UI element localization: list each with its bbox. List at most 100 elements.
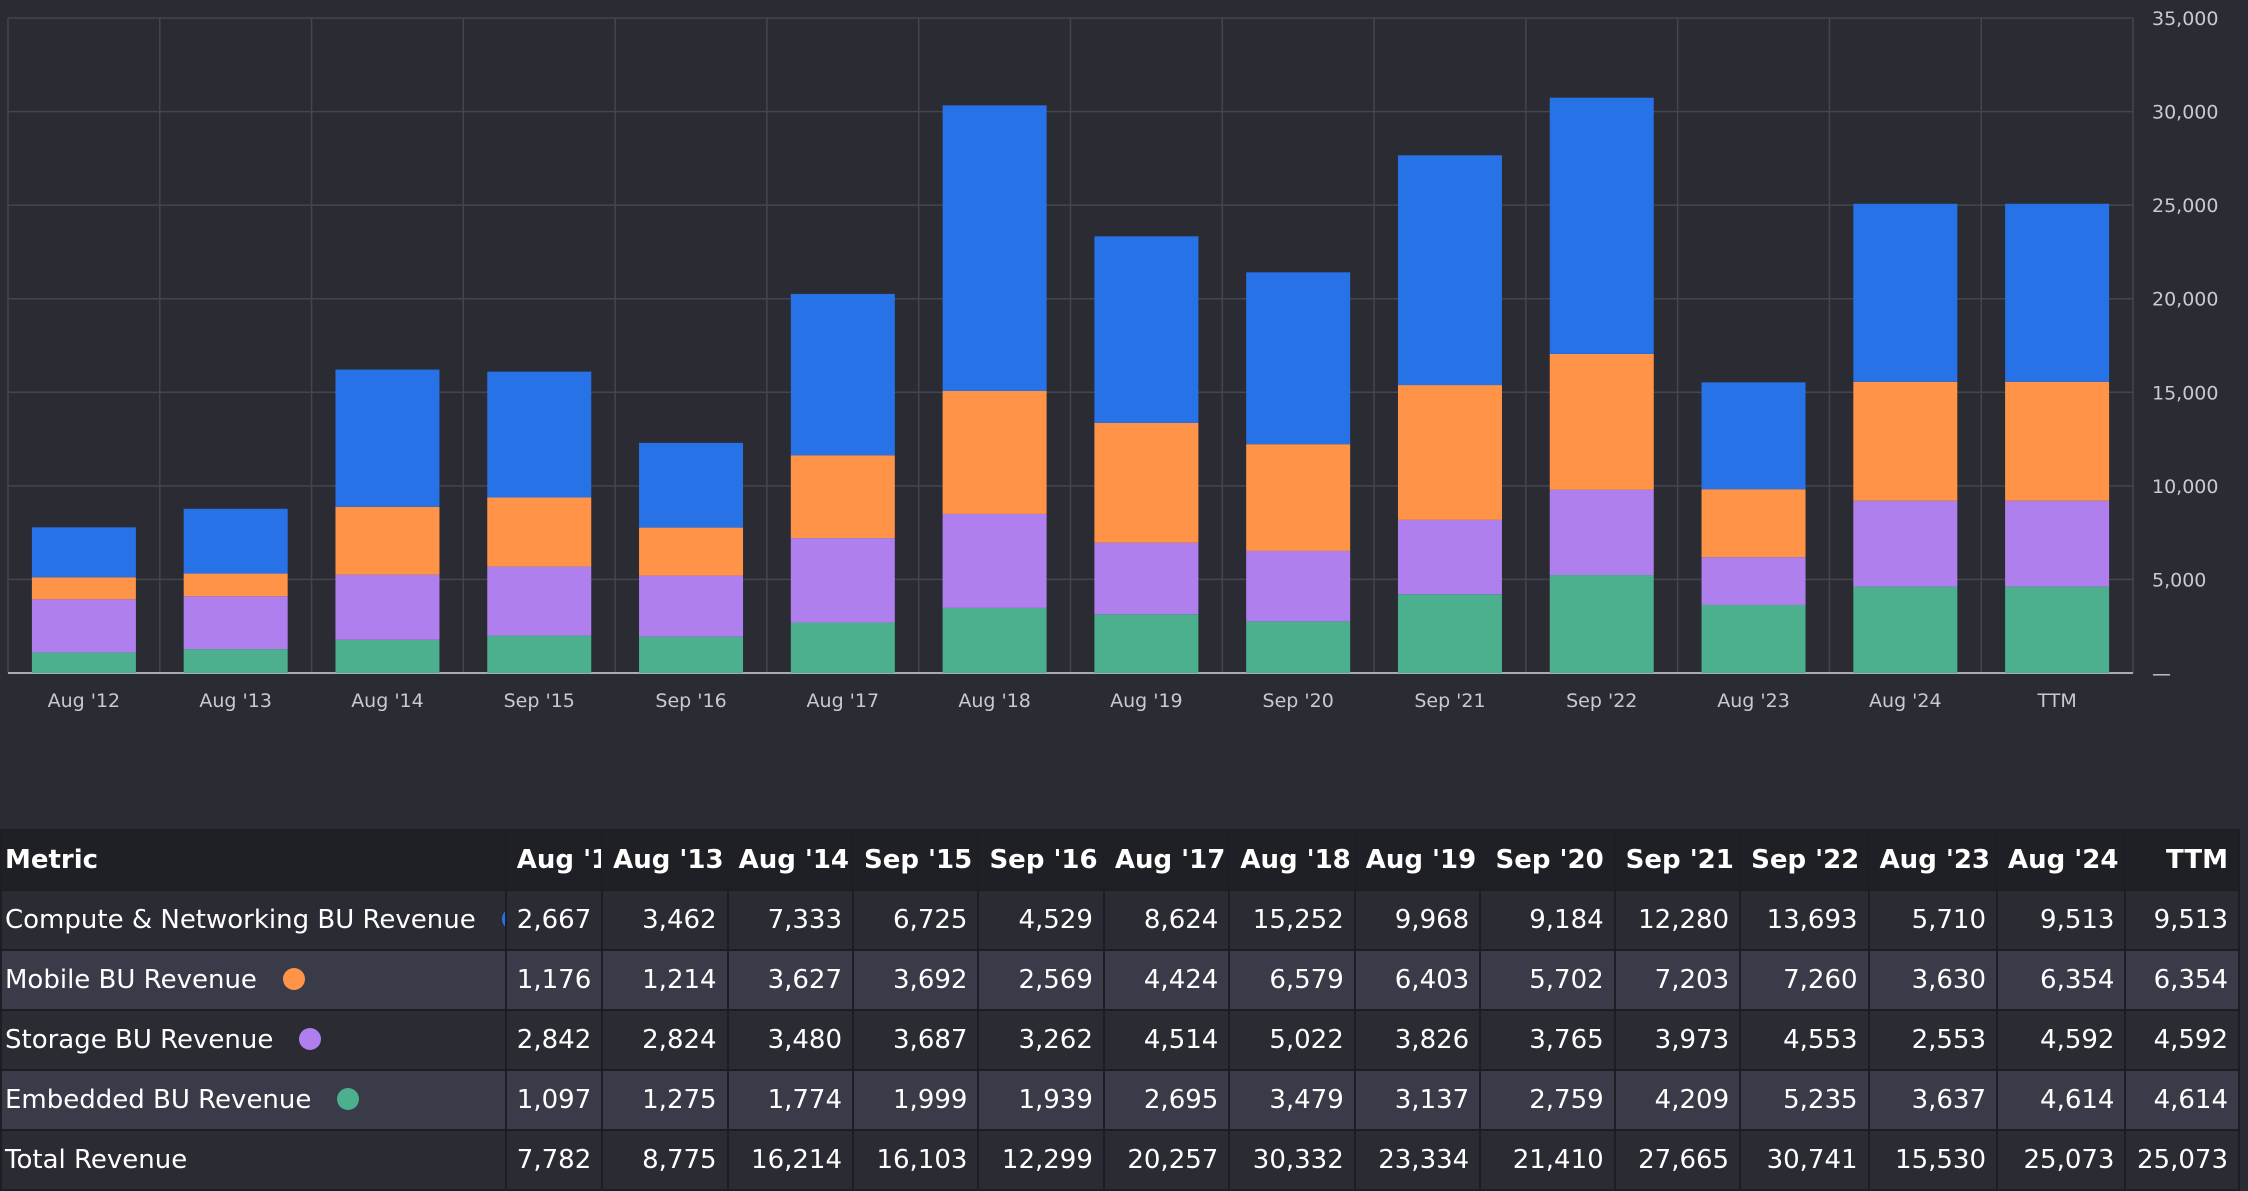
table-cell: 3,637 <box>1867 1069 1999 1131</box>
bar-segment <box>1701 489 1806 558</box>
bar-segment <box>335 506 440 575</box>
bar-segment <box>335 639 440 673</box>
table-cell: 3,137 <box>1353 1069 1482 1131</box>
table-cell: 4,209 <box>1613 1069 1742 1131</box>
metric-label-text: Compute & Networking BU Revenue <box>5 905 476 935</box>
table-cell: 3,480 <box>726 1009 855 1071</box>
y-tick-label: 35,000 <box>2152 8 2218 30</box>
table-cell: 9,513 <box>2124 889 2240 951</box>
revenue-stacked-bar-chart: Aug '12 Aug '13 Aug '14 Sep '15 Sep '16 Aug '… <box>7 8 2218 712</box>
bar-segment <box>639 442 744 528</box>
y-tick-label: 10,000 <box>2152 476 2218 498</box>
table-cell: 5,235 <box>1739 1069 1870 1131</box>
bar-segment <box>2005 381 2110 501</box>
table-cell: 27,665 <box>1613 1129 1742 1191</box>
bar-segment <box>1397 594 1502 673</box>
bar-segment <box>1549 97 1654 354</box>
table-cell: 3,687 <box>852 1009 980 1071</box>
column-header: Sep '20 <box>1479 829 1616 891</box>
x-tick-label: Sep '21 <box>1414 690 1485 712</box>
table-cell: 2,667 <box>504 889 604 951</box>
table-row: Total Revenue 7,782 8,775 16,214 16,103 12,29… <box>0 1129 2240 1191</box>
table-cell: 2,695 <box>1102 1069 1231 1131</box>
table-cell: 4,529 <box>977 889 1105 951</box>
metric-header: Metric <box>0 829 507 891</box>
table-cell: 5,702 <box>1479 949 1616 1011</box>
table-cell: 6,725 <box>852 889 980 951</box>
bar-segment <box>183 649 288 673</box>
x-tick-label: Sep '20 <box>1263 690 1334 712</box>
bar-segment <box>790 455 895 539</box>
bar-segment <box>1246 272 1351 445</box>
bar-segment <box>1246 444 1351 551</box>
bar-segment <box>1397 385 1502 520</box>
table-cell: 15,252 <box>1228 889 1356 951</box>
table-cell: 9,968 <box>1353 889 1482 951</box>
table-cell: 3,973 <box>1613 1009 1742 1071</box>
bar-segment <box>183 596 288 650</box>
bar-segment <box>487 371 592 498</box>
bar-segment <box>1549 353 1654 490</box>
bar-segment <box>639 575 744 637</box>
y-tick-label: 20,000 <box>2152 289 2218 311</box>
column-header: Aug '17 <box>1102 829 1231 891</box>
bar-segment <box>1246 550 1351 622</box>
bar-segment <box>1094 542 1199 615</box>
table-cell: 1,999 <box>852 1069 980 1131</box>
x-tick-label: Aug '24 <box>1869 690 1942 712</box>
y-tick-label: 15,000 <box>2152 382 2218 404</box>
table-cell: 3,462 <box>601 889 729 951</box>
series-color-dot-icon <box>299 1027 322 1050</box>
table-cell: 12,280 <box>1613 889 1742 951</box>
column-header: Sep '21 <box>1613 829 1742 891</box>
bar-segment <box>1397 519 1502 595</box>
column-header: Aug '18 <box>1228 829 1356 891</box>
table-body: Compute & Networking BU Revenue 2,667 3,46… <box>0 889 2240 1191</box>
table-cell: 1,939 <box>977 1069 1105 1131</box>
y-tick-label: — <box>2152 663 2171 685</box>
table-cell: 9,513 <box>1996 889 2127 951</box>
series-color-dot-icon <box>337 1087 360 1110</box>
bar-segment <box>1549 489 1654 576</box>
bar-segment <box>639 527 744 576</box>
column-header: Aug '24 <box>1996 829 2127 891</box>
table-cell: 5,022 <box>1228 1009 1356 1071</box>
bar-segment <box>1094 614 1199 673</box>
metric-label-text: Total Revenue <box>5 1145 188 1175</box>
x-tick-label: TTM <box>2036 690 2076 712</box>
bar-segment <box>2005 500 2110 587</box>
column-header: Aug '13 <box>601 829 729 891</box>
bar-segment <box>942 513 1047 608</box>
bar-segment <box>1094 422 1199 543</box>
series-color-dot-icon <box>501 907 504 930</box>
bar-segment <box>942 105 1047 391</box>
table-cell: 7,203 <box>1613 949 1742 1011</box>
x-tick-label: Aug '13 <box>199 690 272 712</box>
y-tick-label: 25,000 <box>2152 195 2218 217</box>
bar-segment <box>31 599 136 653</box>
x-tick-label: Aug '23 <box>1717 690 1790 712</box>
table-cell: 6,579 <box>1228 949 1356 1011</box>
bar-segment <box>1853 500 1958 587</box>
table-cell: 1,774 <box>726 1069 855 1131</box>
bar-segment <box>2005 203 2110 382</box>
series-color-dot-icon <box>282 967 305 990</box>
y-tick-label: 30,000 <box>2152 102 2218 124</box>
bar-segment <box>1701 382 1806 490</box>
metric-label-text: Storage BU Revenue <box>5 1025 274 1055</box>
table-cell: 13,693 <box>1739 889 1870 951</box>
table-cell: 6,403 <box>1353 949 1482 1011</box>
table-cell: 25,073 <box>2124 1129 2240 1191</box>
table-cell: 1,214 <box>601 949 729 1011</box>
metric-label: Embedded BU Revenue <box>0 1069 507 1131</box>
x-tick-label: Sep '22 <box>1566 690 1637 712</box>
table-cell: 6,354 <box>2124 949 2240 1011</box>
column-header: Sep '22 <box>1739 829 1870 891</box>
table-cell: 7,260 <box>1739 949 1870 1011</box>
metric-label-text: Mobile BU Revenue <box>5 965 257 995</box>
bar-segment <box>942 390 1047 514</box>
x-tick-label: Aug '17 <box>807 690 880 712</box>
table-cell: 16,103 <box>852 1129 980 1191</box>
